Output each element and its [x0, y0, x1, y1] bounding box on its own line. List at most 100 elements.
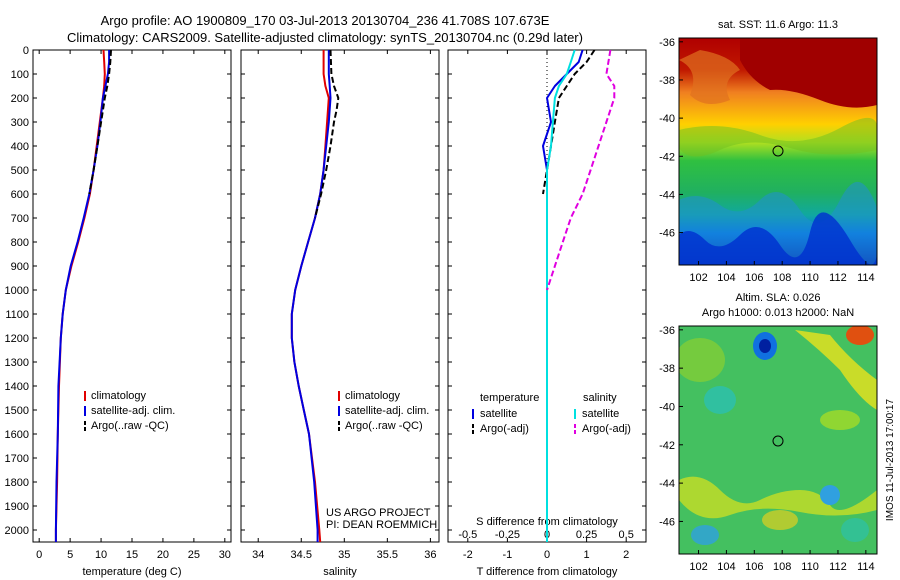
- series-line: [542, 49, 596, 195]
- y-tick-label: 1900: [5, 501, 29, 513]
- y-tick-label: 1600: [5, 429, 29, 441]
- sla-argo-marker: [772, 435, 784, 447]
- map-x-tick-label: 112: [829, 272, 847, 284]
- x-tick-label: 30: [219, 549, 231, 561]
- x-tick-label: 1: [584, 549, 590, 561]
- x-tick-label: 0: [36, 549, 42, 561]
- sst-argo-marker: [772, 145, 784, 157]
- y-tick-label: 1300: [5, 357, 29, 369]
- x-axis-label: T difference from climatology: [477, 566, 618, 578]
- map-x-tick-label: 114: [857, 561, 875, 573]
- x-tick-label: 2: [623, 549, 629, 561]
- x-tick-label: 20: [157, 549, 169, 561]
- panel-annotation: US ARGO PROJECT: [326, 507, 431, 519]
- s-tick-label: -0.25: [495, 529, 520, 541]
- x-tick-label: -1: [503, 549, 513, 561]
- y-tick-label: 700: [11, 213, 29, 225]
- y-tick-label: 500: [11, 165, 29, 177]
- map-x-tick-label: 106: [745, 272, 763, 284]
- legend-label: climatology: [91, 390, 147, 402]
- legend-label: satellite-adj. clim.: [345, 405, 429, 417]
- map-y-tick-label: -46: [659, 228, 675, 240]
- plot-frame: [240, 49, 440, 543]
- map-x-tick-label: 106: [745, 561, 763, 573]
- x-tick-label: 36: [424, 549, 436, 561]
- series-line: [314, 49, 340, 219]
- series-line: [290, 50, 332, 542]
- x-tick-label: 25: [188, 549, 200, 561]
- sst-front-patch: [679, 118, 877, 157]
- x-tick-label: 34: [252, 549, 264, 561]
- x-axis-label: temperature (deg C): [82, 566, 181, 578]
- sla-blob-teal: [704, 386, 736, 414]
- y-tick-label: 200: [11, 93, 29, 105]
- panel-salinity: 34 34.5 35 35.5 36 salinity climatology satelli…: [240, 49, 440, 578]
- map-x-tick-label: 110: [801, 272, 819, 284]
- map-y-tick-label: -44: [659, 189, 675, 201]
- legend-label: Argo(..raw -QC): [345, 420, 423, 432]
- sla-map: Altim. SLA: 0.026 Argo h1000: 0.013 h200…: [659, 292, 878, 573]
- map-x-tick-label: 108: [773, 561, 791, 573]
- y-tick-label: 600: [11, 189, 29, 201]
- y-tick-label: 900: [11, 261, 29, 273]
- sla-eddy-core: [759, 339, 771, 353]
- x-tick-label: 35: [338, 549, 350, 561]
- x-tick-label: 35.5: [377, 549, 398, 561]
- y-tick-label: 1500: [5, 405, 29, 417]
- sst-map-frame: [678, 37, 878, 266]
- plot-frame: [32, 49, 232, 543]
- series-line: [88, 49, 112, 195]
- figure-title-line1: Argo profile: AO 1900809_170 03-Jul-2013…: [100, 13, 550, 28]
- s-tick-label: 0.25: [576, 529, 597, 541]
- x-axis-label: salinity: [323, 566, 357, 578]
- sla-blob: [679, 338, 725, 382]
- figure-title-line2: Climatology: CARS2009. Satellite-adjuste…: [67, 30, 583, 45]
- y-tick-label: 0: [23, 45, 29, 57]
- map-y-tick-label: -36: [659, 325, 675, 337]
- sst-warm-patch: [740, 38, 877, 108]
- sla-blob-south: [762, 510, 798, 530]
- map-x-tick-label: 114: [857, 272, 875, 284]
- map-y-tick-label: -38: [659, 363, 675, 375]
- map-y-tick-label: -42: [659, 151, 675, 163]
- y-tick-label: 1700: [5, 453, 29, 465]
- legend-label: satellite: [582, 408, 619, 420]
- sla-eddy-high: [846, 326, 874, 345]
- imos-stamp: IMOS 11-Jul-2013 17:00:17: [885, 399, 896, 522]
- series-line: [546, 49, 576, 542]
- map-y-tick-label: -44: [659, 478, 675, 490]
- x-tick-label: -2: [463, 549, 473, 561]
- sla-map-frame: [678, 325, 878, 555]
- y-tick-label: 1200: [5, 333, 29, 345]
- legend-label: satellite: [480, 408, 517, 420]
- sst-cold-patch: [679, 212, 877, 265]
- sla-blob-se: [841, 518, 869, 542]
- map-y-tick-label: -38: [659, 75, 675, 87]
- map-y-tick-label: -46: [659, 516, 675, 528]
- map-x-tick-label: 112: [829, 561, 847, 573]
- legend-label: satellite-adj. clim.: [91, 405, 175, 417]
- map-x-tick-label: 102: [689, 272, 707, 284]
- sst-map: sat. SST: 11.6 Argo: 11.3 102 104 106 108 11…: [659, 19, 878, 284]
- map-y-tick-label: -40: [659, 401, 675, 413]
- legend-label: Argo(-adj): [480, 423, 529, 435]
- legend-label: Argo(-adj): [582, 423, 631, 435]
- sla-eddy-south: [691, 525, 719, 545]
- y-tick-label: 1800: [5, 477, 29, 489]
- x-tick-label: 15: [126, 549, 138, 561]
- y-tick-label: 300: [11, 117, 29, 129]
- sla-eddy-small: [820, 485, 840, 505]
- map-y-tick-label: -36: [659, 37, 675, 49]
- x-tick-label: 0: [544, 549, 550, 561]
- map-x-tick-label: 110: [801, 561, 819, 573]
- sst-map-title: sat. SST: 11.6 Argo: 11.3: [718, 19, 838, 31]
- map-x-tick-label: 102: [689, 561, 707, 573]
- map-y-tick-label: -40: [659, 113, 675, 125]
- panel-annotation: PI: DEAN ROEMMICH: [326, 519, 437, 531]
- sla-ridge: [795, 330, 877, 410]
- y-tick-label: 100: [11, 69, 29, 81]
- y-tick-label: 800: [11, 237, 29, 249]
- legend-title: salinity: [583, 392, 617, 404]
- map-y-tick-label: -42: [659, 440, 675, 452]
